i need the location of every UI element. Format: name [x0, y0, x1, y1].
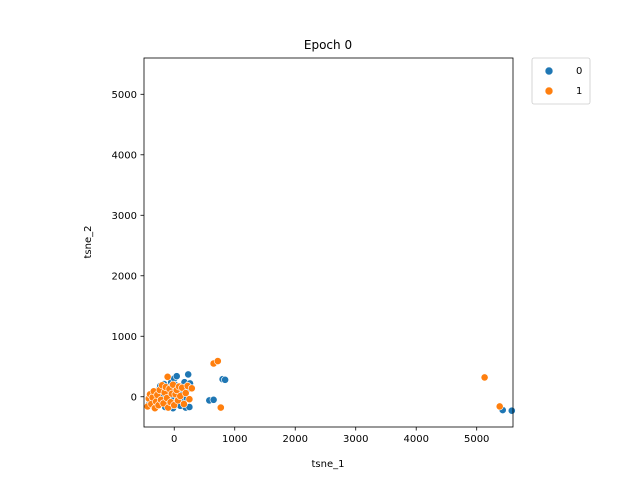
data-point-series-1: [213, 357, 222, 365]
scatter-points: [143, 357, 516, 415]
legend-marker-series-1: [544, 86, 554, 96]
x-axis-ticks: 0 1000 2000 3000 4000 5000: [171, 427, 489, 445]
x-tick-label: 3000: [343, 434, 368, 445]
legend-frame: [531, 57, 591, 105]
y-tick-label: 0: [131, 392, 137, 403]
data-point-series-0: [184, 370, 193, 379]
data-point-series-1: [179, 400, 188, 408]
y-axis-label: tsne_2: [83, 226, 94, 259]
y-tick-label: 4000: [112, 150, 137, 161]
data-point-series-1: [163, 372, 172, 381]
data-point-series-1: [181, 389, 190, 397]
data-point-series-1: [480, 373, 489, 382]
legend-label-series-1: 1: [576, 86, 582, 97]
y-tick-label: 1000: [112, 332, 137, 343]
y-tick-label: 3000: [112, 211, 137, 222]
x-tick-label: 0: [171, 434, 177, 445]
x-tick-label: 2000: [283, 434, 308, 445]
data-point-series-1: [495, 402, 504, 411]
legend: 0 1: [531, 57, 591, 105]
y-tick-label: 2000: [112, 271, 137, 282]
data-point-series-1: [187, 384, 196, 393]
legend-marker-series-0: [544, 66, 554, 76]
data-point-series-1: [185, 395, 194, 404]
x-tick-label: 1000: [222, 434, 247, 445]
legend-label-series-0: 0: [576, 66, 582, 77]
data-point-series-0: [209, 395, 218, 404]
axes-frame: [143, 57, 514, 428]
y-tick-label: 5000: [112, 90, 137, 101]
y-axis-ticks: 0 1000 2000 3000 4000 5000: [112, 90, 144, 403]
data-point-series-1: [216, 403, 225, 412]
x-tick-label: 4000: [403, 434, 428, 445]
chart-title: Epoch 0: [304, 38, 352, 52]
data-point-series-0: [172, 372, 181, 381]
x-axis-label: tsne_1: [312, 459, 345, 470]
x-tick-label: 5000: [464, 434, 489, 445]
data-point-series-0: [221, 375, 229, 384]
data-point-series-0: [507, 406, 516, 415]
